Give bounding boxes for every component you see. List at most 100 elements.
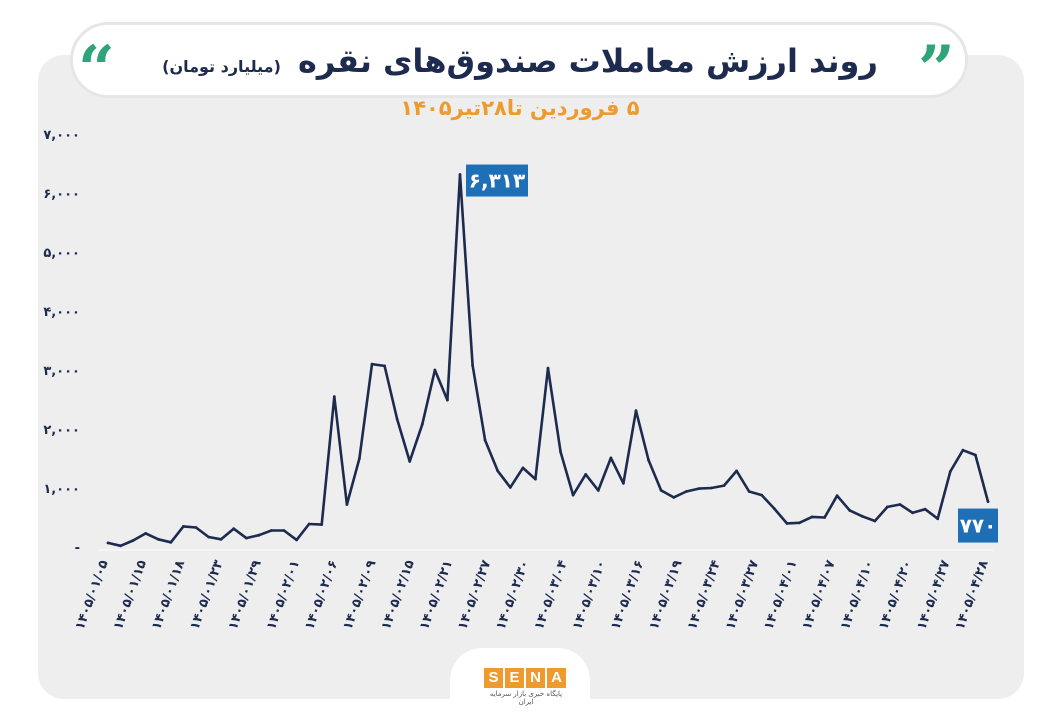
data-point <box>722 484 726 487</box>
data-point <box>207 535 211 539</box>
data-point <box>156 537 160 541</box>
data-point <box>383 364 386 368</box>
data-point <box>873 519 877 523</box>
y-tick-label: ۴,۰۰۰ <box>43 305 80 320</box>
data-point <box>295 538 298 542</box>
data-point <box>898 503 902 506</box>
data-point <box>835 494 839 498</box>
x-tick-label: ۱۴۰۵/۰۳/۱۹ <box>647 558 686 632</box>
x-tick-label: ۱۴۰۵/۰۴/۲۸ <box>953 558 992 632</box>
chart-title-text: روند ارزش معاملات صندوق‌های نقره <box>298 42 878 80</box>
series-line <box>106 173 990 548</box>
data-point <box>219 537 223 541</box>
data-point <box>584 473 588 476</box>
x-tick-label: ۱۴۰۵/۰۳/۲۴ <box>685 558 724 632</box>
data-point <box>420 422 424 426</box>
y-tick-label: ۶,۰۰۰ <box>43 187 80 202</box>
data-point <box>772 507 776 510</box>
data-point <box>911 511 914 515</box>
data-point <box>320 523 324 526</box>
chart-card <box>38 55 1024 699</box>
data-point <box>596 489 600 492</box>
data-point <box>345 503 349 506</box>
data-point <box>194 526 198 529</box>
quote-right-icon: ” <box>918 32 955 107</box>
data-point <box>534 477 537 481</box>
data-point <box>986 500 990 503</box>
x-tick-label: ۱۴۰۵/۰۳/۰۴ <box>532 558 571 632</box>
data-point <box>785 522 789 525</box>
data-point <box>446 398 449 402</box>
x-tick-label: ۱۴۰۵/۰۲/۰۹ <box>341 558 380 632</box>
y-tick-label: ۲,۰۰۰ <box>43 423 80 438</box>
data-point <box>886 505 889 509</box>
x-axis: ۱۴۰۵/۰۱/۰۵ ۱۴۰۵/۰۱/۱۵ ۱۴۰۵/۰۱/۱۸ ۱۴۰۵/۰۱/۲۳… <box>73 549 993 632</box>
brand-logo-letter: E <box>505 668 524 688</box>
x-tick-label: ۱۴۰۵/۰۳/۱۶ <box>608 558 647 632</box>
data-point <box>282 529 286 532</box>
data-point <box>257 533 261 537</box>
x-tick-label: ۱۴۰۵/۰۱/۱۸ <box>149 558 188 632</box>
chart-unit: (میلیارد تومان) <box>162 57 281 76</box>
data-point <box>131 539 135 542</box>
data-point <box>974 453 977 457</box>
brand-tagline: پایگاه خبری بازار سرمایه ایران <box>489 690 563 706</box>
x-tick-label: ۱۴۰۵/۰۱/۰۵ <box>73 558 112 632</box>
brand-logo-letter: A <box>547 668 566 688</box>
x-tick-label: ۱۴۰۵/۰۱/۲۹ <box>226 558 265 632</box>
x-tick-label: ۱۴۰۵/۰۴/۰۷ <box>800 558 839 632</box>
y-tick-label: ۱,۰۰۰ <box>43 482 80 497</box>
x-tick-label: ۱۴۰۵/۰۲/۰۱ <box>264 558 303 632</box>
title-banner <box>70 22 968 98</box>
y-tick-label: - <box>75 541 80 556</box>
x-tick-label: ۱۴۰۵/۰۳/۲۷ <box>723 558 762 632</box>
x-tick-label: ۱۴۰۵/۰۴/۲۷ <box>914 558 953 632</box>
chart-subtitle: ۵ فروردین تا۲۸تیر۱۴۰۵ <box>400 96 640 120</box>
data-point <box>332 395 336 398</box>
x-tick-label: ۱۴۰۵/۰۲/۱۵ <box>379 558 418 632</box>
callout-label: ۶,۳۱۳ <box>469 169 525 193</box>
y-tick-label: ۷,۰۰۰ <box>43 128 80 143</box>
brand-logo-letter: N <box>526 668 545 688</box>
data-point <box>672 496 676 499</box>
y-axis: - ۱,۰۰۰ ۲,۰۰۰ ۳,۰۰۰ ۴,۰۰۰ ۵,۰۰۰ ۶,۰۰۰ ۷,۰۰۰ <box>43 128 80 556</box>
brand-logo-letter: S <box>484 668 503 688</box>
x-tick-label: ۱۴۰۵/۰۴/۰۱ <box>761 558 800 632</box>
data-point <box>521 466 525 470</box>
data-point <box>647 458 650 462</box>
data-point <box>358 457 361 460</box>
data-point <box>609 456 613 460</box>
data-point <box>307 522 311 526</box>
data-point <box>232 527 236 531</box>
data-point <box>860 514 864 518</box>
data-point <box>270 529 273 532</box>
y-tick-label: ۳,۰۰۰ <box>43 364 80 379</box>
y-tick-label: ۵,۰۰۰ <box>43 246 80 261</box>
x-tick-label: ۱۴۰۵/۰۲/۲۱ <box>417 558 456 632</box>
x-tick-label: ۱۴۰۵/۰۲/۳۰ <box>494 558 533 632</box>
data-point <box>760 493 764 497</box>
data-point <box>697 487 701 490</box>
x-tick-label: ۱۴۰۵/۰۳/۱۰ <box>570 558 609 632</box>
data-point <box>684 490 688 493</box>
series-layer <box>106 173 990 548</box>
data-point <box>659 489 663 492</box>
x-tick-label: ۱۴۰۵/۰۴/۱۰ <box>838 558 877 632</box>
data-point <box>144 532 148 535</box>
chart-title: روند ارزش معاملات صندوق‌های نقره (میلیار… <box>0 42 1040 80</box>
data-point <box>471 363 474 367</box>
x-tick-label: ۱۴۰۵/۰۲/۰۶ <box>302 558 341 632</box>
data-point <box>508 486 512 489</box>
callout-box <box>958 508 998 543</box>
data-point <box>571 493 575 497</box>
data-point <box>923 507 927 511</box>
x-tick-label: ۱۴۰۵/۰۲/۲۷ <box>455 558 494 632</box>
data-point <box>961 448 965 452</box>
x-tick-label: ۱۴۰۵/۰۱/۲۳ <box>187 558 226 632</box>
data-point <box>244 536 248 540</box>
data-point <box>848 509 852 512</box>
data-point <box>496 469 500 473</box>
data-point <box>823 516 826 519</box>
data-point <box>408 460 412 463</box>
